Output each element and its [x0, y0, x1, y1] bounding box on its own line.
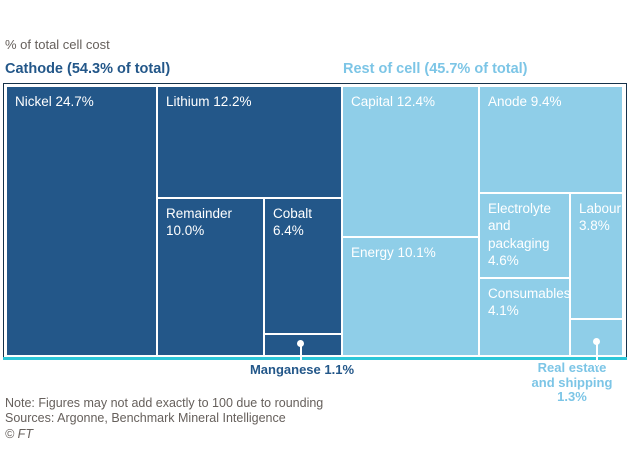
chart-baseline-rule — [3, 357, 627, 360]
cell-lithium: Lithium 12.2% — [158, 87, 341, 197]
cell-label-cobalt: Cobalt 6.4% — [273, 206, 313, 239]
callout-label-real-estate-line2: and shipping 1.3% — [531, 374, 613, 404]
treemap-plot-area: Nickel 24.7% Lithium 12.2% Remainder 10.… — [3, 83, 627, 366]
callout-label-real-estate-line1: Real estate — [537, 360, 607, 375]
cell-energy: Energy 10.1% — [343, 238, 478, 355]
cell-cobalt: Cobalt 6.4% — [265, 199, 341, 333]
cell-electrolyte-and-packaging: Electrolyte and packaging 4.6% — [480, 194, 569, 277]
cell-label-capital: Capital 12.4% — [351, 94, 436, 109]
cell-labour: Labour 3.8% — [571, 194, 622, 318]
cell-nickel: Nickel 24.7% — [7, 87, 156, 355]
group-title-cathode: Cathode (54.3% of total) — [5, 61, 171, 77]
cell-label-labour: Labour 3.8% — [579, 201, 622, 234]
chart-copyright: © FT — [5, 427, 33, 441]
cell-remainder: Remainder 10.0% — [158, 199, 263, 355]
cell-label-remainder: Remainder 10.0% — [166, 206, 233, 239]
cell-consumables: Consumables 4.1% — [480, 279, 569, 355]
cell-capital: Capital 12.4% — [343, 87, 478, 236]
cell-label-energy: Energy 10.1% — [351, 245, 436, 260]
group-title-rest-of-cell: Rest of cell (45.7% of total) — [343, 61, 528, 77]
cell-label-nickel: Nickel 24.7% — [15, 94, 94, 109]
callout-line-manganese — [300, 343, 302, 366]
callout-label-real-estate: Real estate and shipping 1.3% — [516, 360, 628, 405]
cell-label-electrolyte-and-packaging: Electrolyte and packaging 4.6% — [488, 201, 552, 268]
cell-anode: Anode 9.4% — [480, 87, 622, 192]
callout-dot-icon-manganese — [297, 340, 304, 347]
chart-sources: Sources: Argonne, Benchmark Mineral Inte… — [5, 411, 286, 425]
callout-line-real-estate — [596, 341, 598, 366]
cell-label-anode: Anode 9.4% — [488, 94, 562, 109]
cell-label-lithium: Lithium 12.2% — [166, 94, 252, 109]
callout-label-manganese: Manganese 1.1% — [249, 362, 355, 377]
chart-unit-label: % of total cell cost — [5, 37, 110, 52]
callout-dot-icon-real-estate — [593, 338, 600, 345]
cell-label-consumables: Consumables 4.1% — [488, 286, 569, 319]
chart-note: Note: Figures may not add exactly to 100… — [5, 396, 324, 410]
